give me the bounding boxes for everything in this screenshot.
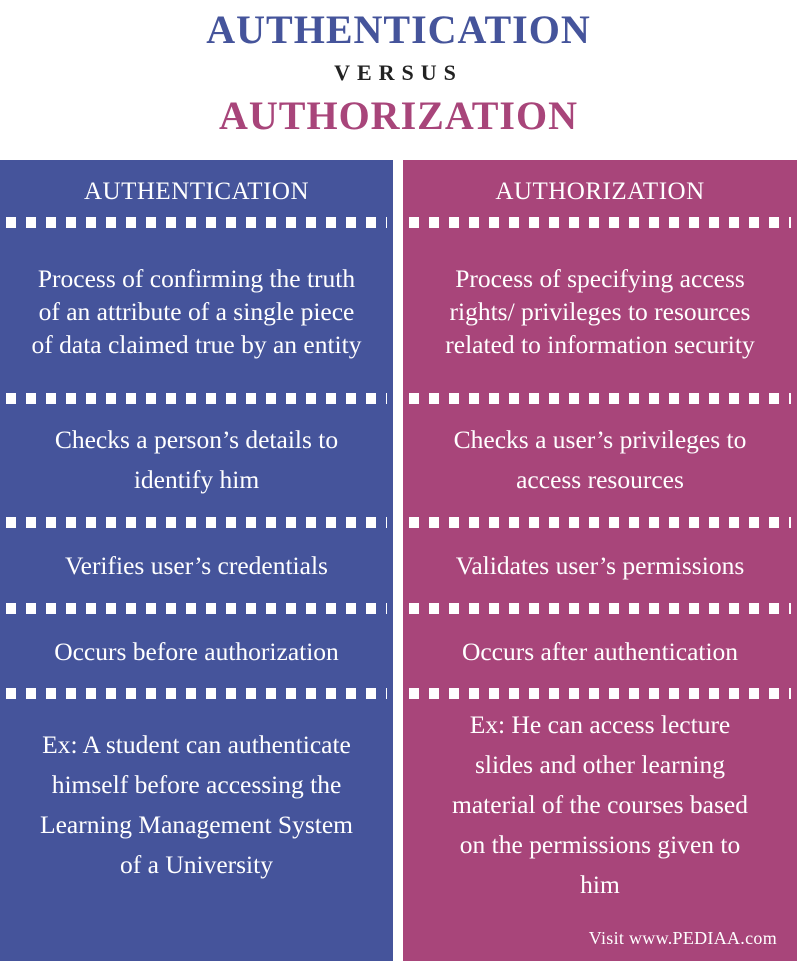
dotted-divider [409,517,791,528]
dotted-divider [409,393,791,404]
row-text: Process of confirming the truth of an at… [31,263,362,359]
dotted-divider [6,393,387,404]
row-text: Ex: A student can authenticate himself b… [40,730,353,879]
dotted-divider [6,217,387,228]
dotted-divider [409,217,791,228]
dotted-divider [409,603,791,614]
row-example: Ex: A student can authenticate himself b… [0,700,393,910]
title-versus: VERSUS [334,60,463,85]
row-text: Checks a user’s privileges to access res… [453,425,747,494]
row-verification: Validates user’s permissions [455,550,745,580]
row-function: Checks a person’s details to identify hi… [0,404,393,516]
row-verification: Verifies user’s credentials [65,550,328,580]
column-heading: AUTHORIZATION [495,177,705,205]
title-authentication: AUTHENTICATION [206,7,591,52]
title-authorization: AUTHORIZATION [219,93,578,138]
row-function: Checks a user’s privileges to access res… [403,404,797,516]
row-text: Checks a person’s details to identify hi… [54,425,339,494]
row-example: Ex: He can access lecture slides and oth… [403,700,797,910]
row-text: Process of specifying access rights/ pri… [445,263,755,359]
row-text: Ex: He can access lecture slides and oth… [452,710,748,899]
row-order: Occurs before authorization [54,636,339,666]
dotted-divider [6,517,387,528]
dotted-divider [409,688,791,699]
authentication-column: AUTHENTICATION Process of confirming the… [0,160,393,961]
dotted-divider [6,603,387,614]
column-heading: AUTHENTICATION [83,177,310,205]
authorization-column: AUTHORIZATION Process of specifying acce… [403,160,797,961]
row-order: Occurs after authentication [461,636,739,666]
source-credit: Visit www.PEDIAA.com [588,928,777,948]
row-definition: Process of specifying access rights/ pri… [403,228,797,394]
row-definition: Process of confirming the truth of an at… [0,228,393,394]
dotted-divider [6,688,387,699]
